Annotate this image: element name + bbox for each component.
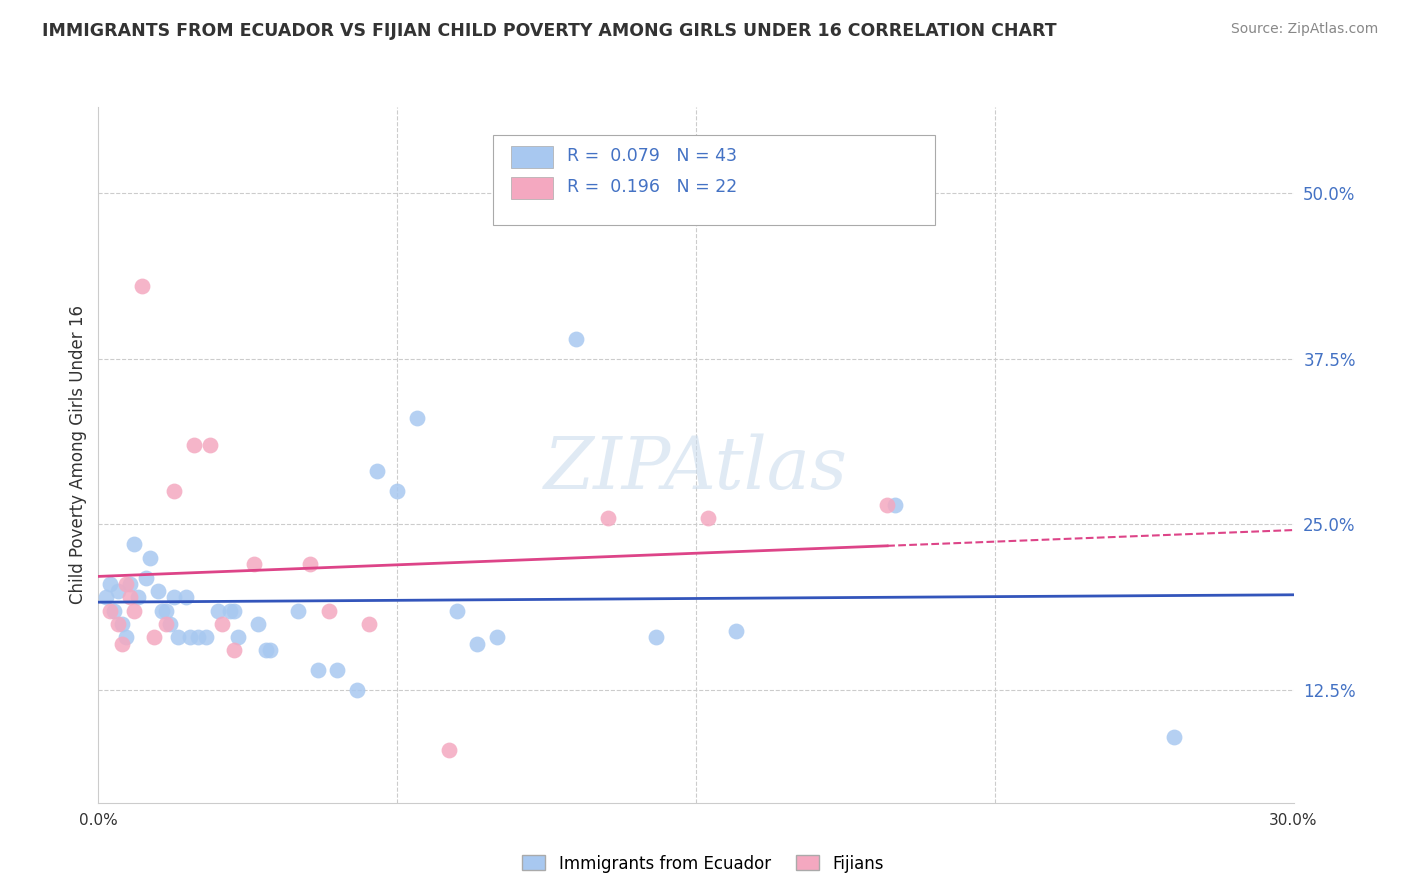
FancyBboxPatch shape xyxy=(510,146,553,169)
Point xyxy=(366,465,388,479)
Point xyxy=(120,577,142,591)
Point xyxy=(645,630,668,644)
Point xyxy=(207,604,229,618)
Point xyxy=(446,604,468,618)
Point xyxy=(359,616,381,631)
Point xyxy=(179,630,201,644)
Point xyxy=(465,637,488,651)
Point xyxy=(485,630,508,644)
Point xyxy=(243,558,266,572)
Text: Source: ZipAtlas.com: Source: ZipAtlas.com xyxy=(1230,22,1378,37)
Point xyxy=(346,683,368,698)
Point xyxy=(115,630,138,644)
Text: R =  0.196   N = 22: R = 0.196 N = 22 xyxy=(567,178,737,196)
Point xyxy=(120,591,142,605)
Point xyxy=(127,591,149,605)
Point xyxy=(131,279,153,293)
Point xyxy=(326,663,349,677)
Point xyxy=(150,604,173,618)
Point xyxy=(198,438,221,452)
Point xyxy=(697,511,720,525)
Point xyxy=(187,630,209,644)
Point xyxy=(259,643,281,657)
Point xyxy=(98,577,122,591)
Text: R =  0.079   N = 43: R = 0.079 N = 43 xyxy=(567,147,737,165)
Point xyxy=(298,558,321,572)
Point xyxy=(111,616,134,631)
Point xyxy=(222,643,245,657)
Point xyxy=(246,616,269,631)
Point xyxy=(222,604,245,618)
Point xyxy=(148,583,170,598)
Point xyxy=(107,583,129,598)
Point xyxy=(598,511,620,525)
Point xyxy=(174,591,197,605)
Point xyxy=(318,604,340,618)
Point xyxy=(103,604,125,618)
Point xyxy=(183,438,205,452)
Point xyxy=(124,604,146,618)
Y-axis label: Child Poverty Among Girls Under 16: Child Poverty Among Girls Under 16 xyxy=(69,305,87,605)
Point xyxy=(876,498,898,512)
Point xyxy=(135,570,157,584)
Point xyxy=(194,630,218,644)
Point xyxy=(167,630,190,644)
Point xyxy=(287,604,309,618)
Point xyxy=(163,591,186,605)
Point xyxy=(219,604,242,618)
Point xyxy=(211,616,233,631)
Point xyxy=(163,484,186,499)
Point xyxy=(143,630,166,644)
Point xyxy=(565,332,588,346)
Point xyxy=(115,577,138,591)
Point xyxy=(226,630,249,644)
Point xyxy=(254,643,277,657)
Point xyxy=(124,537,146,551)
FancyBboxPatch shape xyxy=(494,135,935,226)
Legend: Immigrants from Ecuador, Fijians: Immigrants from Ecuador, Fijians xyxy=(516,848,890,880)
Point xyxy=(884,498,907,512)
Point xyxy=(437,743,460,757)
Point xyxy=(98,604,122,618)
FancyBboxPatch shape xyxy=(510,177,553,199)
Point xyxy=(1163,730,1185,744)
Point xyxy=(724,624,747,638)
Point xyxy=(139,550,162,565)
Text: IMMIGRANTS FROM ECUADOR VS FIJIAN CHILD POVERTY AMONG GIRLS UNDER 16 CORRELATION: IMMIGRANTS FROM ECUADOR VS FIJIAN CHILD … xyxy=(42,22,1057,40)
Point xyxy=(96,591,118,605)
Point xyxy=(107,616,129,631)
Point xyxy=(385,484,409,499)
Point xyxy=(159,616,181,631)
Point xyxy=(155,604,177,618)
Text: ZIPAtlas: ZIPAtlas xyxy=(544,434,848,504)
Point xyxy=(155,616,177,631)
Point xyxy=(307,663,329,677)
Point xyxy=(406,411,429,425)
Point xyxy=(111,637,134,651)
